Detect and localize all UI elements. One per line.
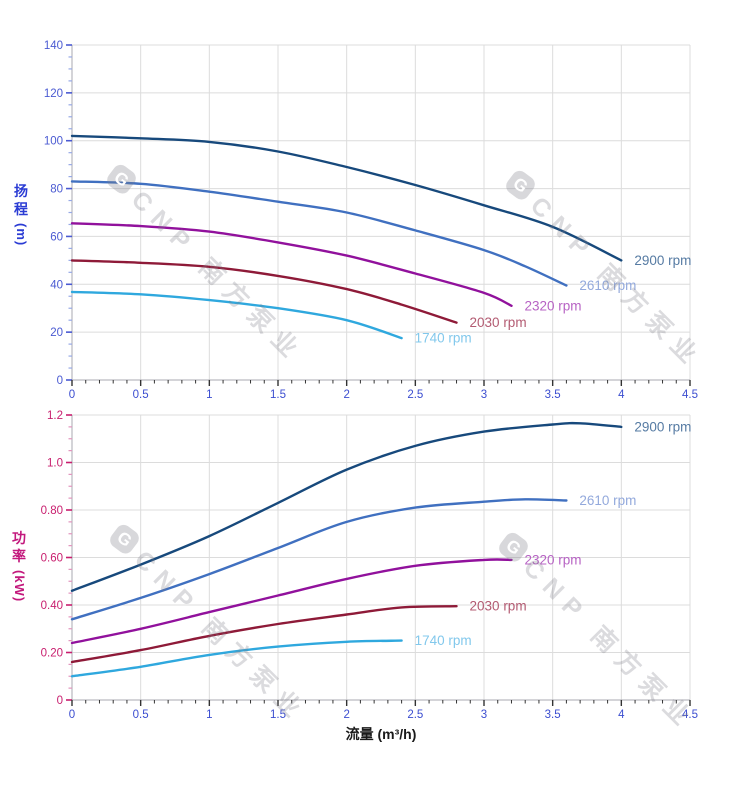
curve-1740-rpm — [70, 290, 403, 340]
x-tick-label: 2 — [343, 389, 349, 401]
y-tick-label: 0.80 — [41, 505, 63, 517]
head-axis-title: 扬 程 (m) — [12, 182, 30, 246]
y-tick-label: 120 — [44, 88, 63, 100]
x-tick-label: 2.5 — [407, 389, 423, 401]
x-tick-label: 0.5 — [133, 389, 149, 401]
head-axis-title-char: 程 — [14, 201, 28, 217]
x-tick-label: 3 — [481, 389, 487, 401]
power-axis-title: 功 率 (kW) — [10, 529, 28, 602]
curve-label-2030-rpm: 2030 rpm — [470, 315, 527, 330]
y-tick-label: 0 — [57, 375, 63, 387]
x-tick-label: 4 — [618, 709, 625, 721]
y-tick-label: 1.0 — [47, 458, 63, 470]
x-tick-label: 1.5 — [270, 709, 286, 721]
curve-label-2610-rpm: 2610 rpm — [579, 278, 636, 293]
curve-label-1740-rpm: 1740 rpm — [415, 331, 472, 346]
y-tick-label: 140 — [44, 40, 63, 52]
flow-axis-title: 流量 (m³/h) — [345, 726, 417, 742]
y-tick-label: 0.20 — [41, 648, 63, 660]
x-tick-label: 4.5 — [682, 709, 698, 721]
y-tick-label: 100 — [44, 136, 63, 148]
curve-label-2030-rpm: 2030 rpm — [470, 599, 527, 614]
curve-2900-rpm — [70, 421, 623, 592]
x-tick-label: 4 — [618, 389, 625, 401]
power-axis-title-char: 率 — [12, 548, 26, 564]
curve-2610-rpm — [70, 180, 568, 287]
x-tick-label: 4.5 — [682, 389, 698, 401]
curve-2320-rpm — [70, 558, 513, 645]
y-tick-label: 0.40 — [41, 600, 63, 612]
y-tick-label: 20 — [50, 327, 63, 339]
power-axis-title-char: 功 — [12, 530, 26, 546]
x-tick-label: 3 — [481, 709, 487, 721]
x-tick-label: 1 — [206, 389, 212, 401]
x-tick-label: 3.5 — [545, 709, 561, 721]
x-tick-label: 1 — [206, 709, 212, 721]
curve-2900-rpm — [70, 134, 623, 262]
x-tick-label: 3.5 — [545, 389, 561, 401]
curve-label-1740-rpm: 1740 rpm — [415, 633, 472, 648]
y-tick-label: 1.2 — [47, 410, 63, 422]
curve-label-2320-rpm: 2320 rpm — [524, 552, 581, 567]
x-tick-label: 0 — [69, 709, 75, 721]
curve-label-2320-rpm: 2320 rpm — [524, 298, 581, 313]
power-axis-unit: (kW) — [12, 570, 27, 603]
x-tick-label: 2 — [343, 709, 349, 721]
curve-2320-rpm — [70, 222, 513, 307]
curve-label-2610-rpm: 2610 rpm — [579, 493, 636, 508]
curve-label-2900-rpm: 2900 rpm — [634, 419, 691, 434]
x-tick-label: 1.5 — [270, 389, 286, 401]
y-tick-label: 60 — [50, 231, 63, 243]
x-tick-label: 0.5 — [133, 709, 149, 721]
x-tick-label: 0 — [69, 389, 75, 401]
y-tick-label: 80 — [50, 184, 63, 196]
curve-2030-rpm — [70, 605, 458, 664]
head-axis-unit: (m) — [14, 223, 29, 247]
head-axis-title-char: 扬 — [14, 183, 28, 199]
curve-label-2900-rpm: 2900 rpm — [634, 253, 691, 268]
curve-2030-rpm — [70, 259, 458, 324]
y-tick-label: 0 — [57, 695, 63, 707]
curve-1740-rpm — [70, 639, 403, 678]
y-tick-label: 0.60 — [41, 553, 63, 565]
x-tick-label: 2.5 — [407, 709, 423, 721]
y-tick-label: 40 — [50, 279, 63, 291]
curve-2610-rpm — [70, 498, 568, 621]
